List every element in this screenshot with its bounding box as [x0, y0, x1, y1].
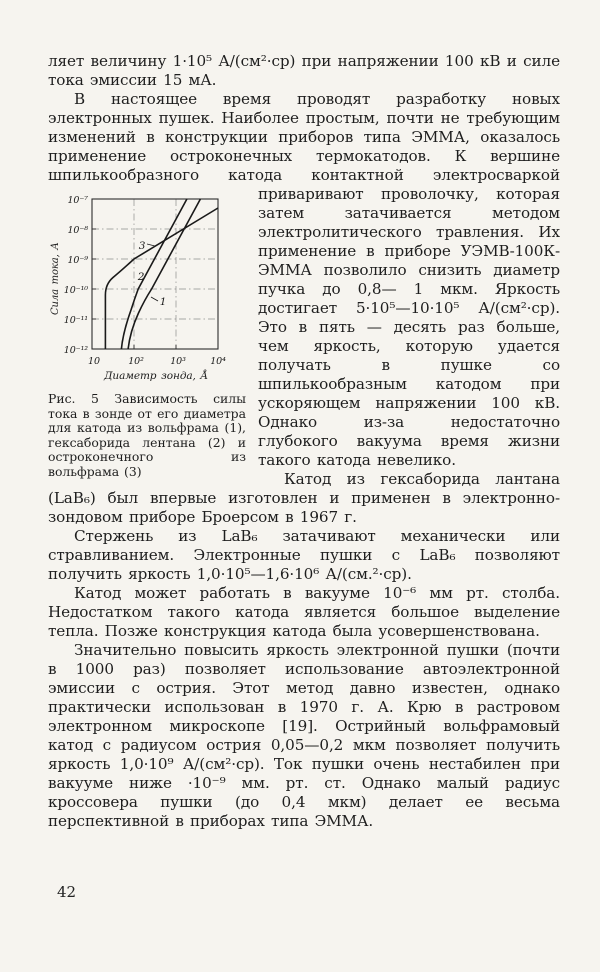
label-3-leader	[146, 243, 156, 247]
y-axis-title: Сила тока, А	[50, 242, 61, 315]
paragraph-text: Катод может работать в вакууме 10⁻⁶ мм р…	[48, 584, 560, 640]
y-tick-label: 10⁻⁷	[67, 195, 88, 206]
y-tick-label: 10⁻¹⁰	[64, 285, 89, 296]
curve-2-label: 2	[137, 271, 145, 283]
paragraph-text: Катод из гексаборида лантана (LaB₆) был …	[48, 470, 560, 526]
paragraph-text: Значительно повысить яркость электронной…	[48, 641, 560, 830]
figure-5: 3 2 1 10⁻⁷ 10⁻⁸ 10⁻⁹ 10⁻¹⁰ 10⁻¹¹ 10⁻¹² 1…	[48, 189, 250, 480]
x-axis-title: Диаметр зонда, Å	[103, 368, 208, 382]
paragraph-text: В настоящее время проводят разработку но…	[48, 90, 560, 184]
paragraph-thermocathodes: В настоящее время проводят разработку но…	[48, 90, 560, 479]
curve-3-label: 3	[139, 240, 146, 252]
x-tick-label: 10⁴	[210, 356, 226, 367]
curve-1-label: 1	[160, 296, 167, 308]
paragraph-text: Стержень из LaB₆ затачивают механически …	[48, 527, 560, 583]
y-tick-label: 10⁻⁹	[67, 255, 88, 266]
x-tick-label: 10³	[170, 356, 186, 367]
paragraph-vacuum: Катод может работать в вакууме 10⁻⁶ мм р…	[48, 584, 560, 641]
curve-2-lab6	[120, 198, 188, 350]
figure-caption: Рис. 5 Зависимость силы тока в зонде от …	[48, 391, 246, 479]
curve-1-tungsten	[127, 198, 202, 350]
paragraph-field-emission: Значительно повысить яркость электронной…	[48, 641, 560, 831]
plot-frame	[91, 198, 219, 350]
y-tick-label: 10⁻⁸	[67, 225, 88, 236]
x-tick-label: 10²	[128, 356, 144, 367]
probe-current-chart: 3 2 1 10⁻⁷ 10⁻⁸ 10⁻⁹ 10⁻¹⁰ 10⁻¹¹ 10⁻¹² 1…	[50, 195, 226, 382]
page-number: 42	[57, 883, 77, 901]
label-1-leader	[150, 296, 159, 302]
paragraph-continuation: ляет величину 1·10⁵ А/(см²·ср) при напря…	[48, 52, 560, 90]
x-tick-label: 10	[88, 356, 100, 367]
curve-3-pointed-tungsten	[104, 207, 219, 349]
y-tick-label: 10⁻¹²	[64, 345, 89, 356]
paragraph-text: ляет величину 1·10⁵ А/(см²·ср) при напря…	[48, 52, 560, 89]
y-tick-label: 10⁻¹¹	[64, 315, 88, 326]
paragraph-lab6-history: Катод из гексаборида лантана (LaB₆) был …	[48, 470, 560, 527]
paragraph-lab6-guns: Стержень из LaB₆ затачивают механически …	[48, 527, 560, 584]
paragraph-text: электросваркой приваривают проволочку, к…	[258, 166, 560, 469]
